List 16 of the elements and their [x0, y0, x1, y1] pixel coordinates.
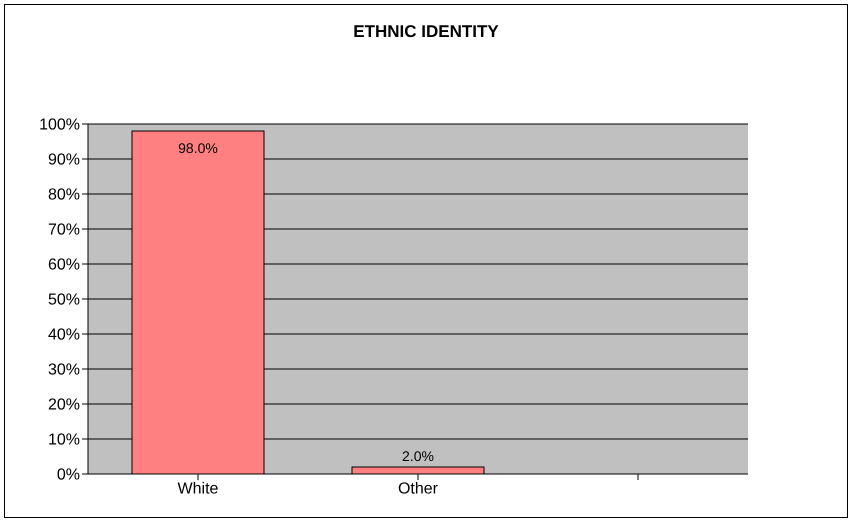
- y-tick-label: 70%: [48, 222, 80, 239]
- y-tick-label: 20%: [48, 396, 80, 414]
- y-tick-label: 50%: [48, 292, 80, 309]
- chart-title: ETHNIC IDENTITY: [352, 22, 500, 42]
- y-tick-label: 0%: [56, 466, 80, 484]
- y-tick-label: 30%: [48, 362, 80, 379]
- y-tick-label: 40%: [48, 326, 80, 344]
- x-tick-label: Other: [398, 480, 439, 498]
- y-tick-label: 60%: [48, 256, 80, 274]
- y-tick-label: 90%: [48, 152, 80, 169]
- data-label: 98.0%: [178, 140, 218, 156]
- x-tick-label: White: [178, 480, 219, 498]
- y-tick-label: 80%: [48, 186, 80, 204]
- y-tick-label: 10%: [48, 432, 80, 449]
- data-label: 2.0%: [402, 448, 434, 464]
- y-tick-label: 100%: [39, 116, 80, 134]
